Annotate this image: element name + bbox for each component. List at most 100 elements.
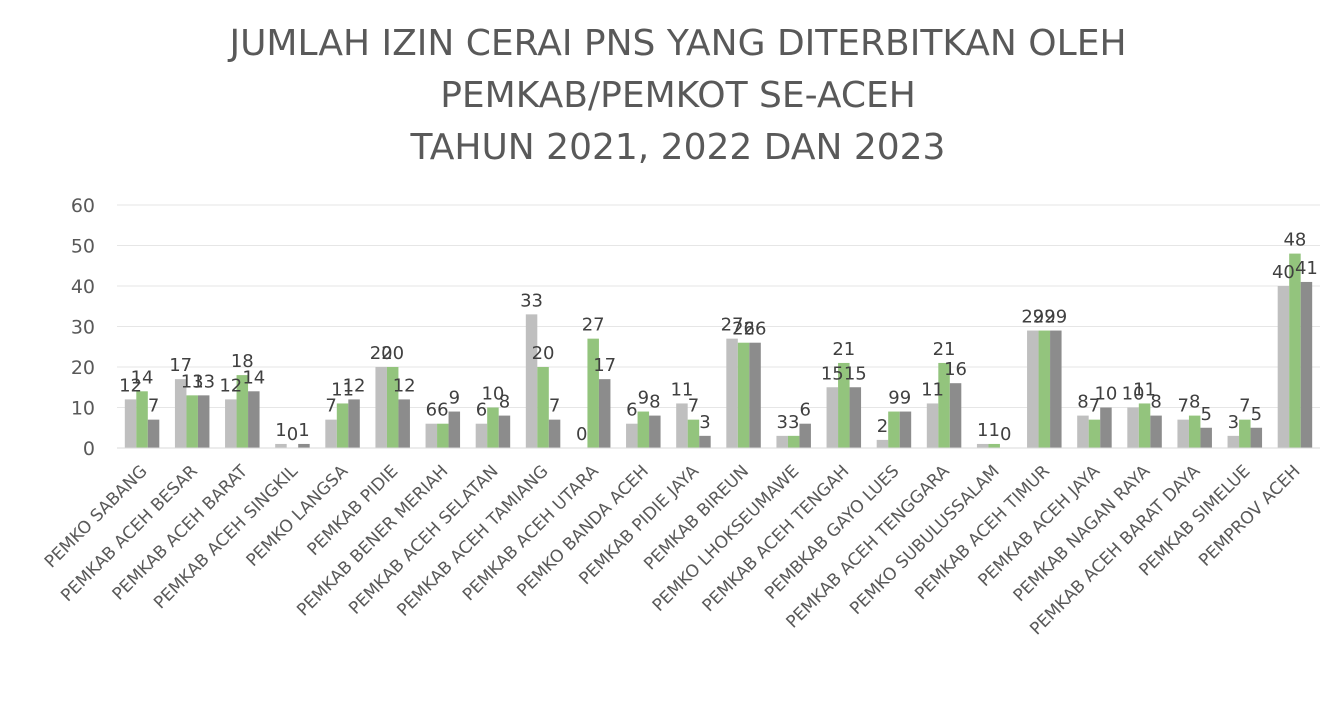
bar: [726, 338, 738, 448]
bar: [749, 342, 761, 448]
bar: [799, 423, 811, 448]
bar: [676, 403, 688, 448]
data-label: 9: [449, 388, 460, 409]
bar: [1038, 330, 1051, 448]
data-label: 6: [426, 400, 437, 421]
bar: [976, 443, 989, 448]
bar: [637, 411, 650, 448]
y-tick-label: 20: [71, 357, 95, 379]
data-label: 5: [1251, 404, 1262, 425]
data-label: 20: [532, 343, 555, 364]
bar: [1239, 419, 1251, 448]
y-tick-label: 50: [71, 236, 95, 258]
gridlines: [117, 204, 1320, 408]
data-label: 20: [370, 343, 393, 364]
data-label: 26: [744, 319, 767, 340]
y-tick-label: 40: [71, 276, 95, 298]
data-label: 27: [582, 315, 605, 336]
bar: [298, 443, 310, 448]
data-label: 8: [1189, 392, 1200, 413]
bar: [498, 415, 511, 448]
data-label: 7: [688, 396, 699, 417]
bar: [687, 419, 700, 448]
bar: [174, 379, 187, 448]
y-tick-label: 30: [71, 317, 95, 339]
bar: [1027, 330, 1039, 448]
bar: [124, 399, 137, 448]
bar: [537, 367, 549, 448]
data-label: 0: [576, 424, 587, 445]
bar: [1138, 403, 1151, 448]
bar: [1177, 419, 1189, 448]
bar: [248, 391, 260, 448]
data-label: 1: [988, 420, 999, 441]
bar: [136, 391, 148, 448]
bar: [598, 379, 611, 448]
data-label: 8: [1077, 392, 1088, 413]
data-label: 9: [638, 388, 649, 409]
data-label: 7: [148, 396, 159, 417]
bar: [949, 383, 962, 448]
data-label: 3: [1228, 412, 1239, 433]
data-label: 10: [1122, 384, 1145, 405]
data-label: 17: [593, 355, 616, 376]
data-label: 33: [520, 290, 543, 311]
chart-title-line-3: TAHUN 2021, 2022 DAN 2023: [410, 127, 946, 168]
bar: [988, 443, 1000, 448]
data-label: 6: [626, 400, 637, 421]
data-label: 1: [275, 420, 286, 441]
bar: [487, 407, 499, 448]
bar: [838, 362, 850, 448]
bar: [398, 399, 410, 448]
bar: [236, 375, 249, 448]
data-label: 7: [325, 396, 336, 417]
data-label: 12: [393, 375, 416, 396]
data-label: 13: [192, 371, 215, 392]
bar: [926, 403, 939, 448]
data-label: 3: [699, 412, 710, 433]
data-label: 14: [131, 367, 154, 388]
bar: [1127, 407, 1139, 448]
data-label: 11: [921, 379, 944, 400]
data-label: 11: [331, 379, 354, 400]
data-label: 13: [181, 371, 204, 392]
data-label: 10: [481, 384, 504, 405]
data-label: 3: [788, 412, 799, 433]
y-tick-label: 60: [71, 195, 95, 217]
data-label: 9: [900, 388, 911, 409]
y-axis-ticks: 0 10 20 30 40 50 60: [71, 195, 95, 460]
bar: [1100, 407, 1112, 448]
bar: [1050, 330, 1062, 448]
data-label: 8: [499, 392, 510, 413]
data-label: 6: [437, 400, 448, 421]
data-label: 40: [1272, 262, 1295, 283]
data-label: 18: [231, 351, 254, 372]
bar: [1088, 419, 1101, 448]
data-label: 29: [1033, 307, 1056, 328]
data-label: 15: [844, 363, 867, 384]
bar: [386, 367, 399, 448]
bar: [336, 403, 349, 448]
bar: [1077, 415, 1089, 448]
data-label: 27: [721, 315, 744, 336]
y-tick-label: 0: [83, 438, 95, 460]
bar: [587, 338, 599, 448]
bar: [475, 423, 488, 448]
bar: [448, 411, 461, 448]
x-tick-label: PEMKAB PIDIE: [304, 461, 403, 560]
data-label: 41: [1295, 258, 1318, 279]
data-label: 9: [888, 388, 899, 409]
bar: [425, 423, 438, 448]
data-label: 7: [549, 396, 560, 417]
data-label: 48: [1283, 230, 1306, 251]
data-label: 21: [933, 339, 956, 360]
bar: [737, 342, 750, 448]
bar: [1277, 286, 1290, 448]
data-label: 6: [476, 400, 487, 421]
bar: [876, 439, 889, 448]
data-label: 11: [1133, 379, 1156, 400]
bar: [1188, 415, 1201, 448]
data-label: 8: [649, 392, 660, 413]
